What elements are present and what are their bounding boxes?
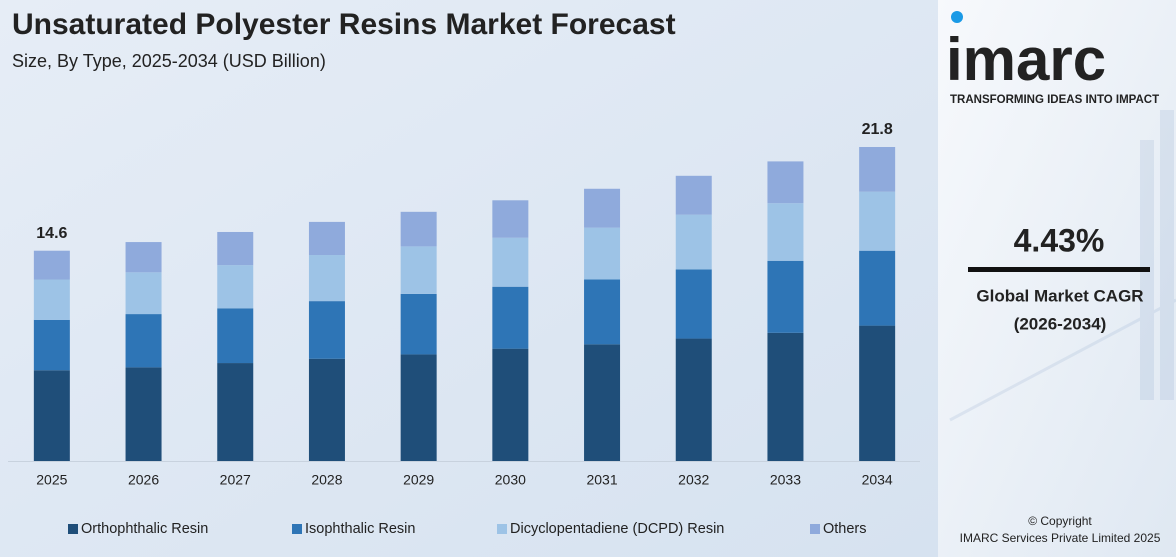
bar-segment	[217, 363, 254, 461]
legend-label: Isophthalic Resin	[305, 521, 415, 537]
bar-segment	[859, 147, 896, 192]
bar-segment	[308, 221, 345, 256]
legend-swatch	[497, 524, 507, 534]
bar-segment	[584, 227, 621, 280]
total-label: 14.6	[36, 225, 67, 242]
bar-segment	[400, 246, 437, 294]
x-tick-label: 2027	[220, 472, 251, 488]
sidebar-background	[938, 0, 1176, 557]
bar-segment	[125, 367, 162, 461]
bar-segment	[675, 214, 712, 270]
bar-segment	[33, 279, 70, 320]
bar-segment	[308, 358, 345, 461]
bar-segment	[400, 293, 437, 355]
cagr-period: (2026-2034)	[1014, 314, 1107, 333]
bar-segment	[584, 279, 621, 345]
legend-label: Orthophthalic Resin	[81, 521, 208, 537]
bar-segment	[400, 354, 437, 461]
bar-segment	[675, 269, 712, 339]
x-tick-label: 2029	[403, 472, 434, 488]
bar-segment	[492, 286, 529, 349]
bar-segment	[767, 332, 804, 461]
bar-segment	[125, 242, 162, 273]
x-tick-label: 2034	[862, 472, 893, 488]
bar-segment	[125, 314, 162, 368]
x-tick-label: 2025	[36, 472, 67, 488]
bar-segment	[675, 175, 712, 215]
legend-label: Others	[823, 521, 867, 537]
copyright: © Copyright	[1028, 514, 1092, 528]
cagr-value: 4.43%	[1014, 222, 1105, 258]
chart-title: Unsaturated Polyester Resins Market Fore…	[12, 8, 676, 41]
x-tick-label: 2030	[495, 472, 526, 488]
bar-segment	[33, 370, 70, 461]
x-tick-label: 2033	[770, 472, 801, 488]
bar-segment	[767, 203, 804, 261]
bar-segment	[675, 338, 712, 461]
x-tick-label: 2028	[311, 472, 342, 488]
bar-segment	[308, 255, 345, 302]
legend-swatch	[292, 524, 302, 534]
chart-subtitle: Size, By Type, 2025-2034 (USD Billion)	[12, 51, 326, 71]
bar-segment	[584, 188, 621, 228]
tagline: TRANSFORMING IDEAS INTO IMPACT	[950, 94, 1159, 106]
bar-segment	[400, 211, 437, 247]
bar-segment	[859, 191, 896, 251]
bar-segment	[217, 265, 254, 309]
x-tick-label: 2031	[586, 472, 617, 488]
bar-segment	[859, 325, 896, 461]
legend-swatch	[68, 524, 78, 534]
bar-segment	[125, 272, 162, 315]
cagr-rule	[968, 267, 1150, 272]
bar-segment	[308, 301, 345, 359]
total-label: 21.8	[862, 121, 893, 138]
bar-segment	[217, 308, 254, 364]
bar-segment	[859, 250, 896, 326]
bar-segment	[33, 319, 70, 371]
logo: imarc	[946, 26, 1106, 93]
x-tick-label: 2032	[678, 472, 709, 488]
bar-segment	[492, 200, 529, 238]
bar-segment	[33, 250, 70, 280]
bar-segment	[767, 260, 804, 333]
bar-segment	[492, 237, 529, 287]
legend-label: Dicyclopentadiene (DCPD) Resin	[510, 521, 724, 537]
logo-dot	[951, 11, 963, 23]
legend-swatch	[810, 524, 820, 534]
cagr-label: Global Market CAGR	[976, 286, 1143, 305]
bar-segment	[767, 161, 804, 204]
bar-segment	[492, 348, 529, 461]
bar-segment	[217, 231, 254, 266]
bar-segment	[584, 344, 621, 461]
company: IMARC Services Private Limited 2025	[960, 531, 1161, 545]
x-tick-label: 2026	[128, 472, 159, 488]
